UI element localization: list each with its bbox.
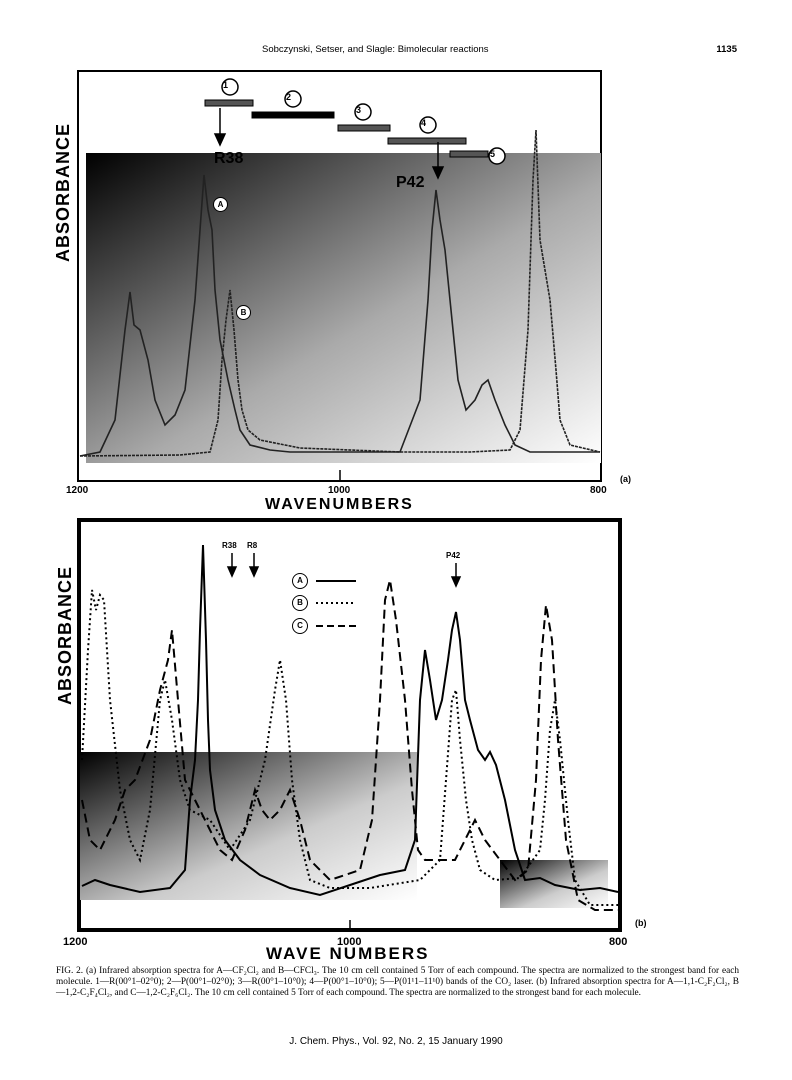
arrow-r8-b-head [248,566,260,578]
label-r38-b: R38 [222,541,237,550]
figure-b-panel-tag: (b) [635,918,647,928]
curve-label-a: A [213,197,228,212]
figure-a-x-label: WAVENUMBERS [265,496,414,513]
figure-a-tick-1000-label: 1000 [328,485,351,496]
band-bar-2 [251,111,335,119]
arrow-r38-b-head [226,566,238,578]
figure-a-panel-tag: (a) [620,474,631,484]
band-bar-3 [337,124,391,132]
spectrum-a-curve [79,174,600,457]
spectrum-b-a-curve [81,544,619,897]
laser-band-bars [204,99,489,158]
legend-a-marker: A [292,573,308,589]
figure-caption: FIG. 2. (a) Infrared absorption spectra … [56,966,739,998]
arrow-p42-head [431,166,445,180]
band-label-1: 1 [223,80,229,90]
journal-footer: J. Chem. Phys., Vol. 92, No. 2, 15 Janua… [289,1036,503,1047]
figure-a-tick-1200-label: 1200 [66,485,89,496]
figure-b-x-label: WAVE NUMBERS [266,944,430,963]
band-label-3: 3 [356,105,362,115]
page-number: 1135 [716,44,737,55]
legend-c-marker: C [292,618,308,634]
arrow-p42-b-head [450,576,462,588]
band-label-2: 2 [286,92,292,102]
band-label-5: 5 [490,149,496,159]
running-title: Sobczynski, Setser, and Slagle: Bimolecu… [262,44,489,55]
band-bar-4 [387,137,467,145]
band-label-4: 4 [421,118,427,128]
label-p42-b: P42 [446,551,461,560]
label-r38-a: R38 [214,150,244,167]
figure-b-scan-shade-1 [80,752,417,900]
spectrum-b-b-curve [81,589,618,906]
label-p42-a: P42 [396,174,425,191]
label-r8-b: R8 [247,541,258,550]
legend-b-marker: B [292,595,308,611]
figure-a-tick-800-label: 800 [590,485,607,496]
figure-b-tick-800-label: 800 [609,936,628,948]
figure-b-legend [316,580,356,627]
spectrum-b-curve [79,129,601,457]
band-bar-5 [449,150,489,158]
curve-label-b: B [236,305,251,320]
figure-b-tick-1200-label: 1200 [63,936,88,948]
figure-b-tick-1000-label: 1000 [337,936,362,948]
band-bar-1 [204,99,254,107]
arrow-r38-head [213,133,227,147]
spectrum-b-c-curve [81,579,618,911]
band-marker-circles [221,78,506,165]
figure-a-scan-shade [86,153,601,463]
